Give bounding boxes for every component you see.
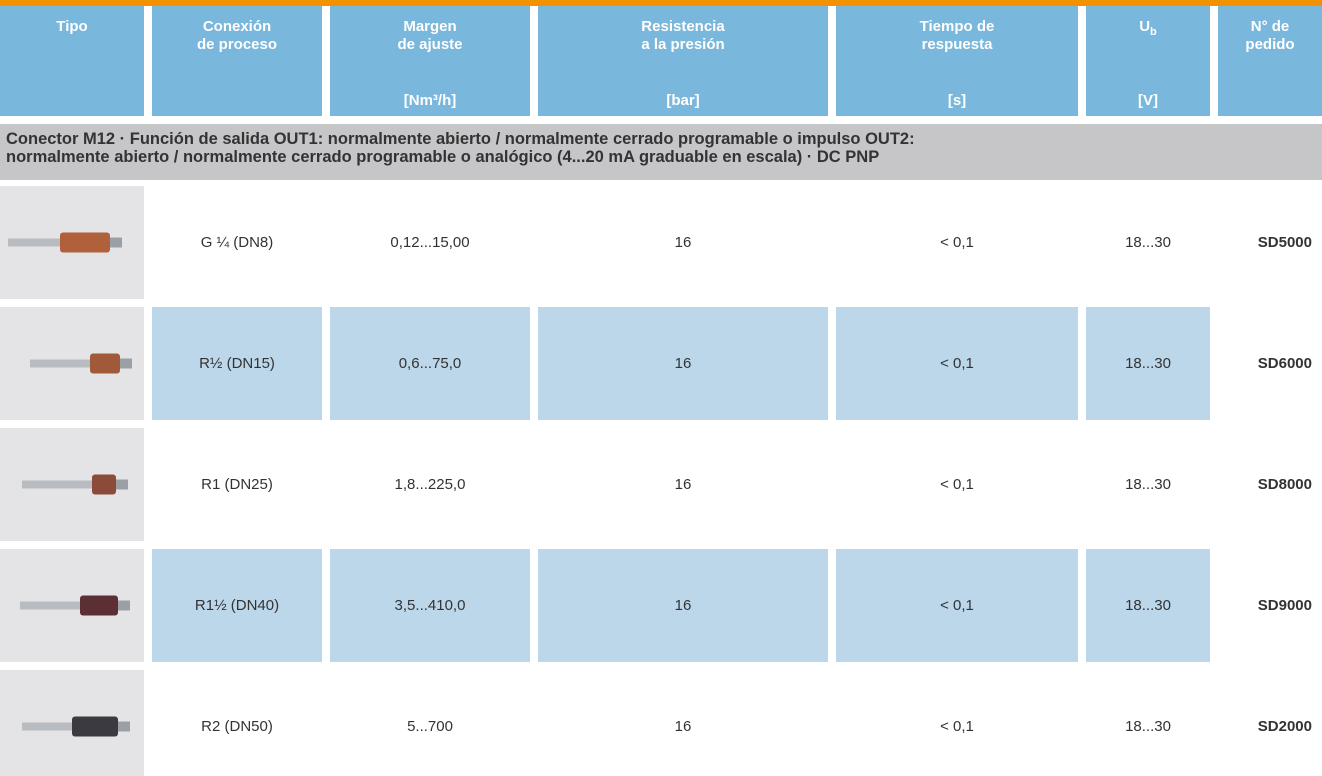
product-image-cell [0,670,144,776]
header-unit: [V] [1138,92,1158,109]
product-image [8,232,122,253]
section-line: normalmente abierto / normalmente cerrad… [6,148,880,166]
order-number: SD2000 [1257,718,1312,735]
header-text: Conexión de proceso [152,18,322,54]
header-line: Tiempo de [919,18,995,35]
header-cell: Resistencia a la presión [bar] [538,6,828,116]
header-line: Margen [403,18,457,35]
header-line: Conexión [202,18,272,35]
product-image [20,595,130,616]
header-cell: N° de pedido [1218,6,1322,116]
data-cell: < 0,1 [940,234,974,251]
data-cell: R½ (DN15) [152,307,322,420]
order-number: SD6000 [1257,355,1312,372]
header-line: Ub [1139,18,1157,38]
header-line: a la presión [641,36,725,53]
data-cell: G ¼ (DN8) [200,234,274,251]
data-cell: < 0,1 [836,307,1078,420]
header-line: Resistencia [641,18,725,35]
data-cell: 18...30 [1086,549,1210,662]
header-text: Tiempo de respuesta [836,18,1078,54]
section-line: Conector M12 · Función de salida OUT1: n… [6,130,915,148]
header-cell: Conexión de proceso [152,6,322,116]
header-cell: Tiempo de respuesta [s] [836,6,1078,116]
data-cell: 18...30 [1125,234,1171,251]
header-text: Ub [1086,18,1210,41]
header-line: de ajuste [397,36,463,53]
data-cell: 18...30 [1086,307,1210,420]
header-text: Tipo [0,18,144,36]
header-cell: Tipo [0,6,144,116]
section-header: Conector M12 · Función de salida OUT1: n… [0,124,1322,180]
header-line: respuesta [921,36,993,53]
data-cell: 18...30 [1125,718,1171,735]
data-cell: < 0,1 [836,549,1078,662]
product-image-cell [0,307,144,420]
data-cell: 16 [538,549,828,662]
header-line: Tipo [56,18,88,35]
data-cell: 16 [674,234,692,251]
order-number: SD9000 [1257,597,1312,614]
data-cell: 0,6...75,0 [330,307,530,420]
header-unit: [bar] [666,92,700,109]
data-cell: 18...30 [1125,476,1171,493]
data-cell: 5...700 [407,718,453,735]
data-cell: < 0,1 [940,718,974,735]
header-cell: Margen de ajuste [Nm³/h] [330,6,530,116]
order-number: SD5000 [1257,234,1312,251]
data-cell: R2 (DN50) [201,718,273,735]
top-bar [0,0,1322,6]
header-cell: Ub [V] [1086,6,1210,116]
header-subscript: b [1150,26,1157,38]
product-image-cell [0,428,144,541]
header-unit: [s] [947,92,967,109]
data-cell: 0,12...15,00 [390,234,470,251]
header-text: N° de pedido [1218,18,1322,54]
data-cell: 16 [674,718,692,735]
order-number: SD8000 [1257,476,1312,493]
data-cell: 3,5...410,0 [330,549,530,662]
data-cell: 16 [538,307,828,420]
data-cell: < 0,1 [940,476,974,493]
header-line: N° de [1250,18,1290,35]
data-cell: R1 (DN25) [201,476,273,493]
product-image-cell [0,549,144,662]
header-text: Resistencia a la presión [538,18,828,54]
product-image [22,474,128,495]
product-image [30,353,132,374]
header-unit: [Nm³/h] [403,92,457,109]
header-text: Margen de ajuste [330,18,530,54]
header-line: de proceso [196,36,278,53]
header-line: pedido [1245,36,1295,53]
product-image [22,716,130,737]
product-image-cell [0,186,144,299]
data-cell: 16 [674,476,692,493]
data-cell: R1½ (DN40) [152,549,322,662]
data-cell: 1,8...225,0 [394,476,466,493]
